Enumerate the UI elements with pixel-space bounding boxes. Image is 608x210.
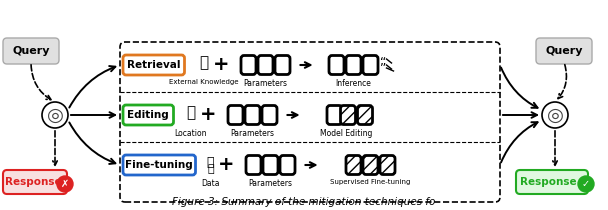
FancyBboxPatch shape	[363, 155, 378, 175]
Circle shape	[42, 102, 68, 128]
Text: Response: Response	[5, 177, 61, 187]
FancyBboxPatch shape	[262, 105, 277, 125]
Text: 🔬: 🔬	[186, 105, 195, 121]
Text: 🗂: 🗂	[207, 155, 214, 168]
Text: Retrieval: Retrieval	[127, 60, 181, 70]
Text: Fine-tuning: Fine-tuning	[125, 160, 193, 170]
Text: Response: Response	[520, 177, 576, 187]
Text: Data: Data	[201, 179, 219, 188]
Text: Model Editing: Model Editing	[320, 129, 373, 138]
FancyBboxPatch shape	[245, 105, 260, 125]
FancyBboxPatch shape	[340, 105, 356, 125]
Circle shape	[542, 102, 568, 128]
FancyBboxPatch shape	[329, 55, 344, 75]
Text: Query: Query	[545, 46, 582, 56]
FancyBboxPatch shape	[241, 55, 256, 75]
FancyBboxPatch shape	[263, 155, 278, 175]
FancyBboxPatch shape	[346, 155, 361, 175]
FancyBboxPatch shape	[246, 155, 261, 175]
FancyBboxPatch shape	[346, 55, 361, 75]
FancyBboxPatch shape	[123, 155, 196, 175]
Text: 📋: 📋	[199, 55, 208, 71]
FancyBboxPatch shape	[363, 55, 378, 75]
FancyBboxPatch shape	[358, 105, 373, 125]
Text: Location: Location	[174, 129, 207, 138]
Circle shape	[578, 176, 594, 192]
FancyBboxPatch shape	[536, 38, 592, 64]
Text: Supervised Fine-tuning: Supervised Fine-tuning	[330, 179, 410, 185]
Text: Figure 3: Summary of the mitigation techniques fo: Figure 3: Summary of the mitigation tech…	[172, 197, 436, 207]
FancyBboxPatch shape	[380, 155, 395, 175]
FancyBboxPatch shape	[123, 105, 173, 125]
FancyBboxPatch shape	[280, 155, 295, 175]
Text: Query: Query	[12, 46, 50, 56]
Text: “: “	[381, 55, 387, 68]
Text: ◎: ◎	[547, 105, 564, 125]
FancyBboxPatch shape	[516, 170, 588, 194]
Text: ✓: ✓	[582, 179, 590, 189]
FancyBboxPatch shape	[258, 55, 273, 75]
FancyBboxPatch shape	[3, 38, 59, 64]
Text: ”: ”	[381, 62, 387, 75]
Text: Editing: Editing	[127, 110, 169, 120]
Text: External Knowledge: External Knowledge	[169, 79, 238, 85]
FancyBboxPatch shape	[3, 170, 67, 194]
Text: Parameters: Parameters	[249, 179, 292, 188]
FancyBboxPatch shape	[228, 105, 243, 125]
Text: +: +	[218, 155, 235, 173]
Text: 🛢: 🛢	[207, 164, 214, 174]
Text: +: +	[213, 55, 230, 74]
FancyBboxPatch shape	[327, 105, 342, 125]
FancyBboxPatch shape	[120, 42, 500, 202]
Circle shape	[57, 176, 73, 192]
Text: Parameters: Parameters	[230, 129, 274, 138]
FancyBboxPatch shape	[275, 55, 290, 75]
Text: ◎: ◎	[46, 105, 63, 125]
Text: +: +	[200, 105, 216, 123]
FancyBboxPatch shape	[123, 55, 184, 75]
Text: Parameters: Parameters	[243, 79, 288, 88]
Text: ✗: ✗	[61, 179, 69, 189]
Text: Inference: Inference	[336, 79, 371, 88]
